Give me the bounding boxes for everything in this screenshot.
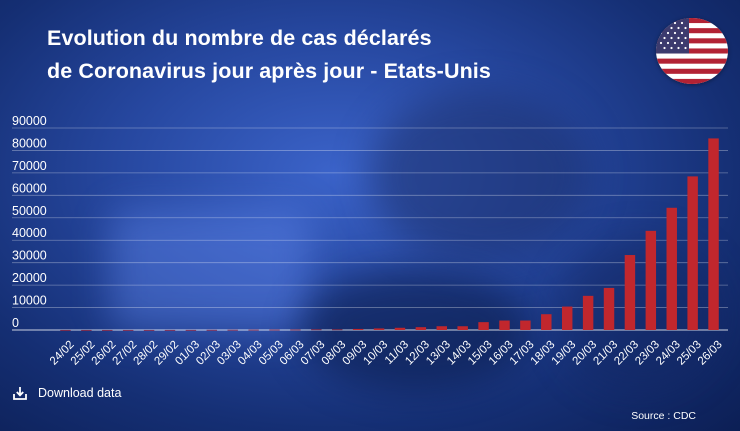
y-tick-label: 0 xyxy=(12,316,19,330)
bar-20-03 xyxy=(582,295,594,330)
y-tick-label: 50000 xyxy=(12,204,47,218)
y-tick-label: 20000 xyxy=(12,271,47,285)
background-shape xyxy=(110,210,310,330)
y-tick-label: 10000 xyxy=(12,294,47,308)
bar-28-02 xyxy=(143,329,155,331)
y-tick-label: 40000 xyxy=(12,226,47,240)
bar-12-03 xyxy=(415,327,427,330)
bar-15-03 xyxy=(478,322,489,330)
bar-03-03 xyxy=(227,329,238,331)
bar-04-03 xyxy=(248,329,259,331)
background-shape xyxy=(370,90,590,260)
bar-01-03 xyxy=(185,329,197,331)
bar-24-03 xyxy=(666,207,677,330)
bar-17-03 xyxy=(520,320,531,330)
chart-title-line-1: Evolution du nombre de cas déclarés xyxy=(47,26,432,50)
bar-21-03 xyxy=(603,287,615,330)
x-tick-label: 10/03 xyxy=(361,339,390,368)
bar-06-03 xyxy=(290,329,301,331)
bar-05-03 xyxy=(269,329,280,331)
bar-16-03 xyxy=(499,320,510,330)
y-tick-label: 70000 xyxy=(12,159,47,173)
bar-23-03 xyxy=(645,230,657,330)
bar-08-03 xyxy=(332,329,343,331)
bar-14-03 xyxy=(457,326,468,330)
chart-title-line-2: de Coronavirus jour après jour - Etats-U… xyxy=(47,59,491,83)
source-note: Source : CDC xyxy=(631,410,696,422)
y-tick-label: 80000 xyxy=(12,136,47,150)
bar-25-03 xyxy=(687,176,698,330)
download-icon xyxy=(13,387,27,400)
chart-title: Evolution du nombre de cas déclarés de C… xyxy=(47,22,491,88)
bar-19-03 xyxy=(561,306,573,330)
bar-09-03 xyxy=(352,328,364,330)
bar-18-03 xyxy=(541,314,552,330)
y-tick-label: 30000 xyxy=(12,249,47,263)
bar-26-03 xyxy=(708,138,719,330)
bar-27-02 xyxy=(122,329,134,331)
bar-02-03 xyxy=(206,329,218,331)
bar-25-02 xyxy=(81,329,92,331)
download-data-button[interactable]: Download data xyxy=(12,382,121,404)
y-tick-label: 60000 xyxy=(12,181,47,195)
bar-13-03 xyxy=(436,326,447,330)
x-tick-label: 26/03 xyxy=(696,339,725,368)
bar-22-03 xyxy=(624,255,636,330)
bar-24-02 xyxy=(60,329,71,331)
bar-10-03 xyxy=(373,328,385,330)
download-data-label: Download data xyxy=(38,386,122,400)
us-flag-icon xyxy=(656,18,728,84)
bar-29-02 xyxy=(164,329,176,331)
y-tick-label: 90000 xyxy=(12,114,47,128)
bar-11-03 xyxy=(394,327,406,330)
bar-26-02 xyxy=(102,329,113,331)
bar-07-03 xyxy=(311,329,322,331)
